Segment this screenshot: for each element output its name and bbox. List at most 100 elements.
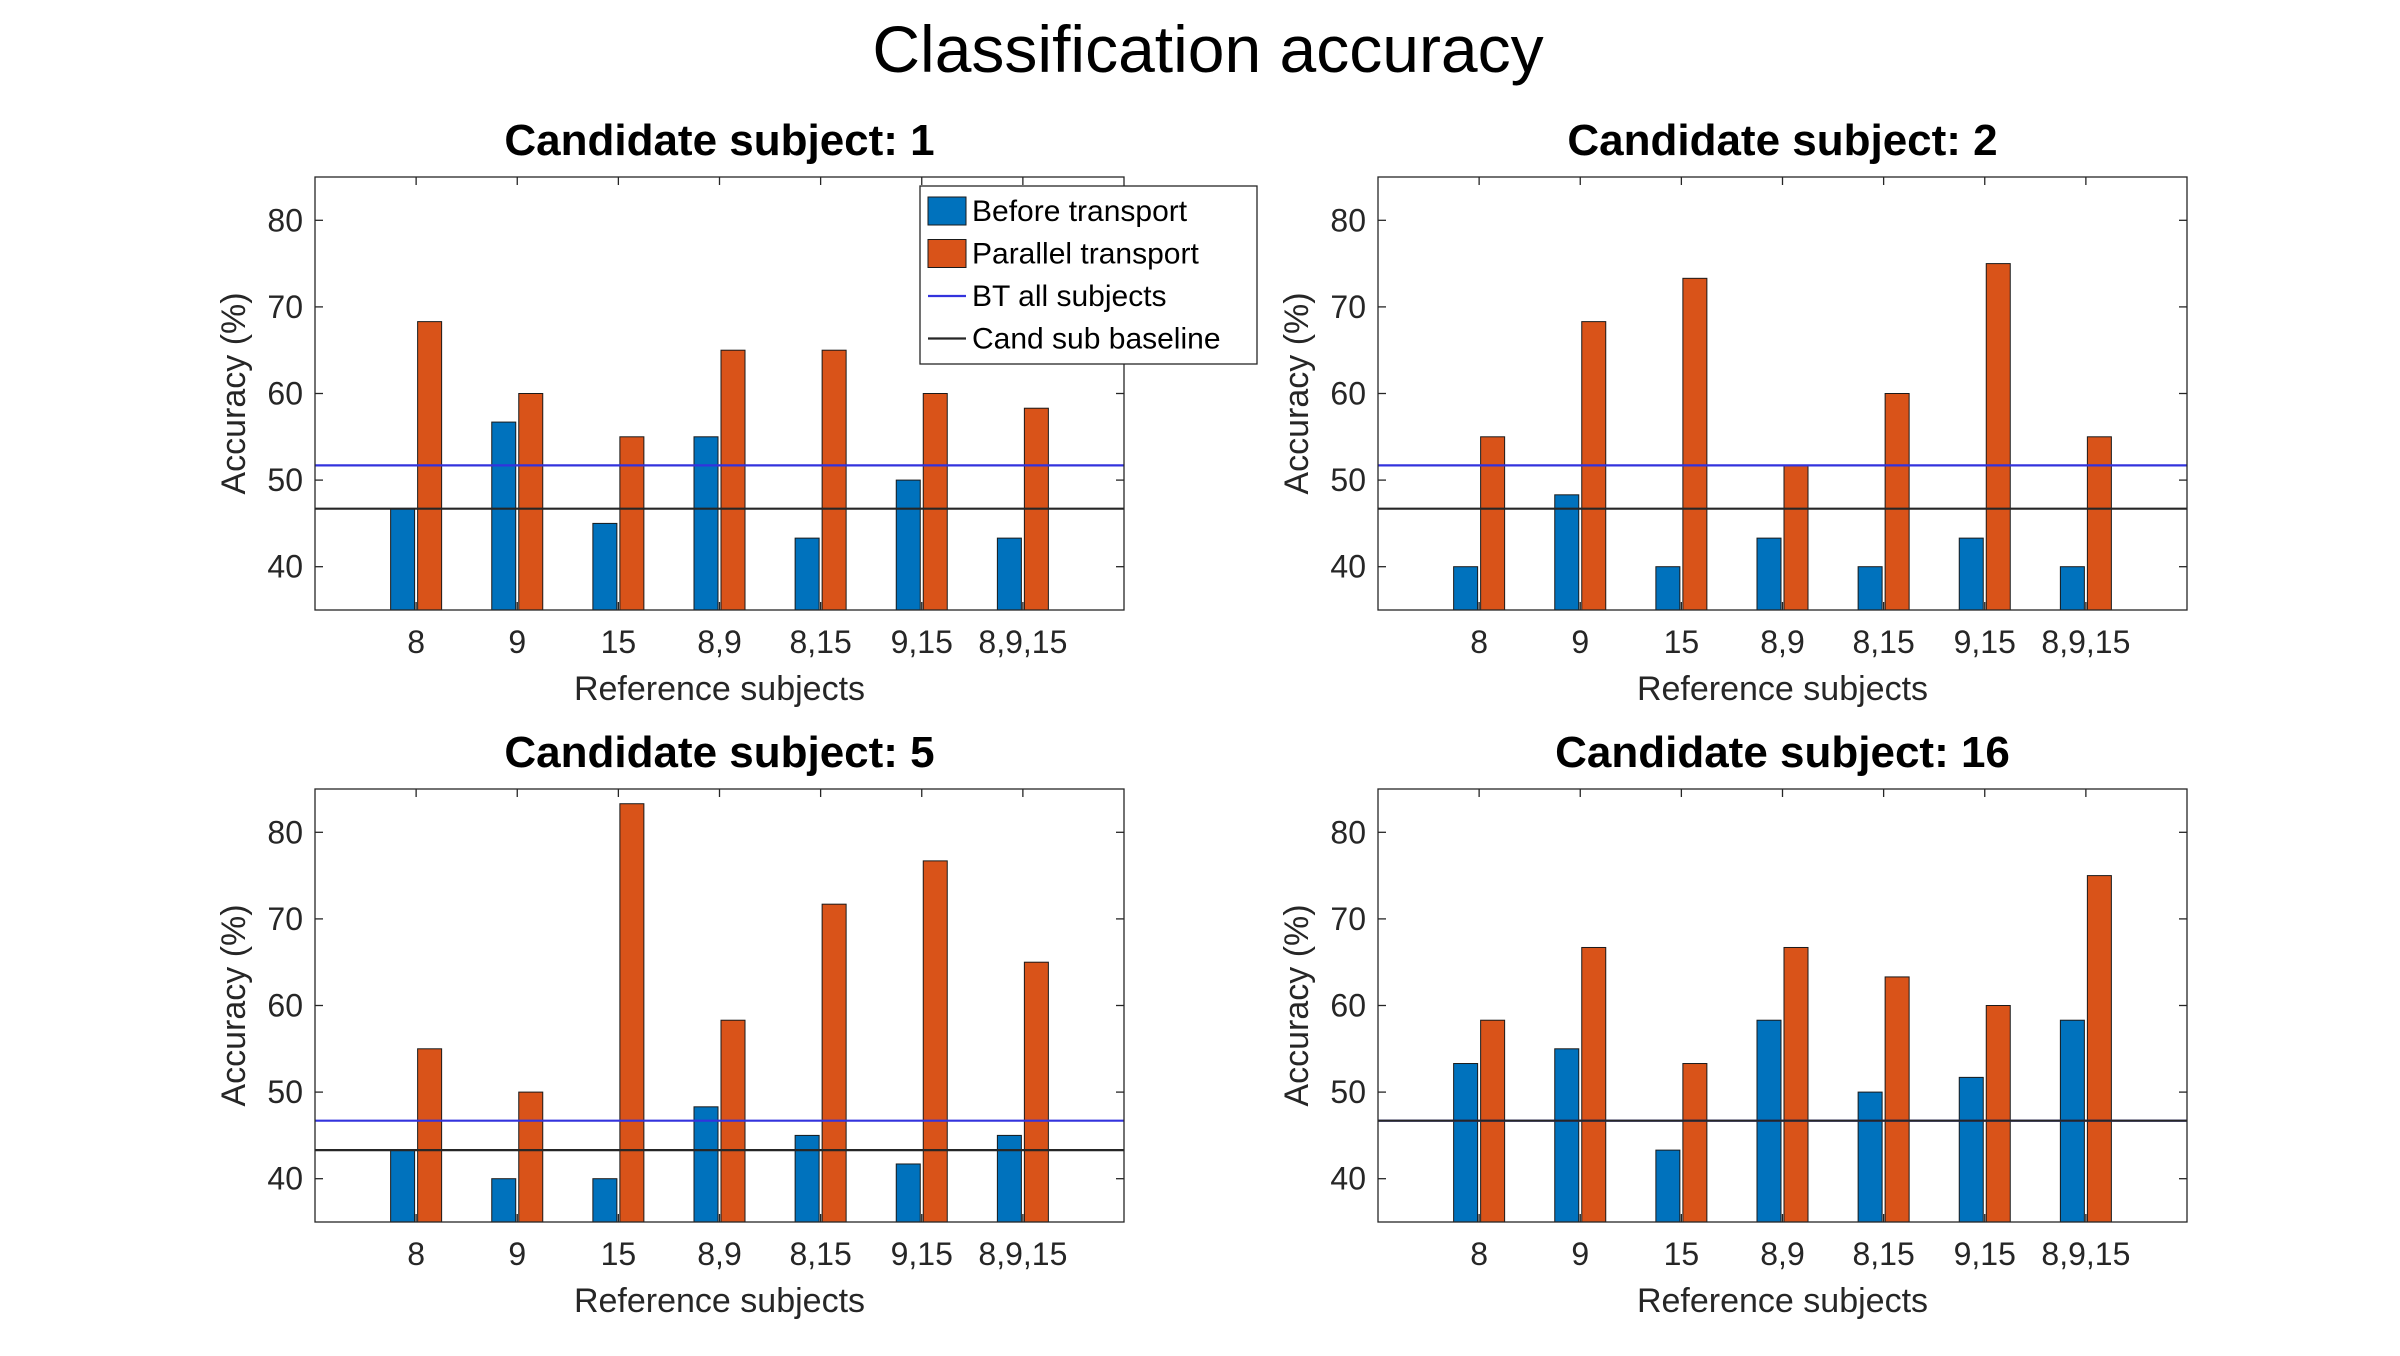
panel-title: Candidate subject: 1 [504, 116, 934, 165]
plot-area [1378, 789, 2187, 1222]
bar-parallel-transport [2086, 436, 2112, 611]
panel-title: Candidate subject: 5 [504, 728, 934, 777]
legend-item-before: Before transport [927, 195, 1188, 228]
bar-parallel-transport [1783, 464, 1809, 611]
bar-before-transport [1453, 566, 1479, 611]
bar-before-transport [996, 537, 1022, 611]
x-tick-label: 15 [1664, 624, 1700, 660]
x-tick-label: 9 [508, 624, 526, 660]
y-tick-label: 80 [267, 814, 303, 850]
y-axis-label: Accuracy (%) [215, 904, 253, 1106]
x-tick-label: 8,9,15 [978, 624, 1067, 660]
x-tick-label: 8,9 [1760, 624, 1804, 660]
bar-before-transport [1857, 1091, 1883, 1223]
bar-before-transport [794, 1134, 820, 1223]
x-tick-label: 15 [601, 624, 637, 660]
bar-before-transport [1756, 537, 1782, 611]
bar-before-transport [1554, 494, 1580, 611]
bar-parallel-transport [1783, 946, 1809, 1223]
bar-before-transport [1958, 1076, 1984, 1223]
x-tick-label: 9,15 [1954, 1236, 2016, 1272]
y-tick-label: 50 [267, 1074, 303, 1110]
panel-title: Candidate subject: 16 [1555, 728, 2010, 777]
x-tick-label: 9,15 [1954, 624, 2016, 660]
bar-parallel-transport [619, 803, 645, 1223]
y-tick-label: 70 [1330, 289, 1366, 325]
y-axis-label: Accuracy (%) [1278, 292, 1316, 494]
bar-parallel-transport [518, 1091, 544, 1223]
y-tick-label: 60 [1330, 988, 1366, 1024]
bar-parallel-transport [518, 393, 544, 611]
bar-parallel-transport [1985, 1005, 2011, 1223]
x-axis-label: Reference subjects [1637, 1282, 1928, 1320]
y-tick-label: 60 [267, 988, 303, 1024]
bar-parallel-transport [1023, 961, 1049, 1223]
bar-before-transport [1958, 537, 1984, 611]
bar-parallel-transport [922, 860, 948, 1223]
x-axis-label: Reference subjects [574, 1282, 865, 1320]
panel-title: Candidate subject: 2 [1567, 116, 1997, 165]
legend-swatch [927, 196, 967, 226]
y-axis-label: Accuracy (%) [215, 292, 253, 494]
y-tick-label: 50 [1330, 462, 1366, 498]
bar-before-transport [794, 537, 820, 611]
x-tick-label: 9 [508, 1236, 526, 1272]
bar-before-transport [693, 1106, 719, 1223]
bar-parallel-transport [2086, 875, 2112, 1223]
chart-panels: Candidate subject: 1 40 50 60 70 80 8 9 15 8,9 8,1… [215, 116, 2188, 1320]
bar-before-transport [895, 479, 921, 611]
bar-parallel-transport [821, 903, 847, 1223]
chart-panel-4: Candidate subject: 16 40 50 60 70 80 8 9 15 8,9 8,… [1278, 728, 2188, 1320]
bar-before-transport [693, 436, 719, 611]
bar-before-transport [592, 1178, 618, 1223]
bar-before-transport [390, 508, 416, 611]
legend: Before transport Parallel transport BT all… [919, 185, 1258, 365]
y-tick-label: 40 [267, 549, 303, 585]
bar-before-transport [1655, 1149, 1681, 1223]
legend-item-cand-baseline: Cand sub baseline [928, 323, 1221, 356]
bar-before-transport [592, 522, 618, 611]
y-tick-label: 60 [267, 376, 303, 412]
x-axis-label: Reference subjects [1637, 670, 1928, 708]
bar-before-transport [1857, 566, 1883, 611]
x-tick-label: 8,15 [789, 1236, 851, 1272]
x-axis-label: Reference subjects [574, 670, 865, 708]
y-tick-label: 40 [1330, 549, 1366, 585]
bar-parallel-transport [1480, 436, 1506, 611]
bar-before-transport [491, 421, 517, 611]
y-tick-label: 70 [267, 289, 303, 325]
bar-parallel-transport [1682, 1063, 1708, 1223]
y-tick-label: 40 [267, 1161, 303, 1197]
plot-area [1378, 177, 2187, 610]
x-tick-label: 9,15 [891, 1236, 953, 1272]
x-tick-label: 8,9,15 [2041, 624, 2130, 660]
x-tick-label: 8,9 [697, 624, 741, 660]
y-tick-label: 70 [267, 901, 303, 937]
bar-before-transport [1554, 1048, 1580, 1223]
bar-before-transport [390, 1149, 416, 1223]
x-tick-label: 8 [1470, 1236, 1488, 1272]
bar-parallel-transport [619, 436, 645, 611]
bar-parallel-transport [417, 1048, 443, 1223]
x-tick-label: 8,9 [697, 1236, 741, 1272]
y-axis-label: Accuracy (%) [1278, 904, 1316, 1106]
x-tick-label: 8 [407, 624, 425, 660]
bar-before-transport [996, 1134, 1022, 1223]
legend-label: Cand sub baseline [972, 323, 1221, 356]
legend-swatch [927, 239, 967, 268]
x-tick-label: 8,15 [1852, 1236, 1914, 1272]
bar-before-transport [2059, 566, 2085, 611]
x-tick-label: 15 [1664, 1236, 1700, 1272]
bar-before-transport [1655, 566, 1681, 611]
x-tick-label: 8 [407, 1236, 425, 1272]
y-tick-label: 40 [1330, 1161, 1366, 1197]
x-tick-label: 15 [601, 1236, 637, 1272]
y-tick-label: 70 [1330, 901, 1366, 937]
bar-parallel-transport [720, 349, 746, 611]
y-tick-label: 80 [1330, 202, 1366, 238]
y-tick-label: 50 [267, 462, 303, 498]
bar-before-transport [1453, 1063, 1479, 1223]
y-tick-label: 80 [1330, 814, 1366, 850]
x-tick-label: 8,15 [789, 624, 851, 660]
